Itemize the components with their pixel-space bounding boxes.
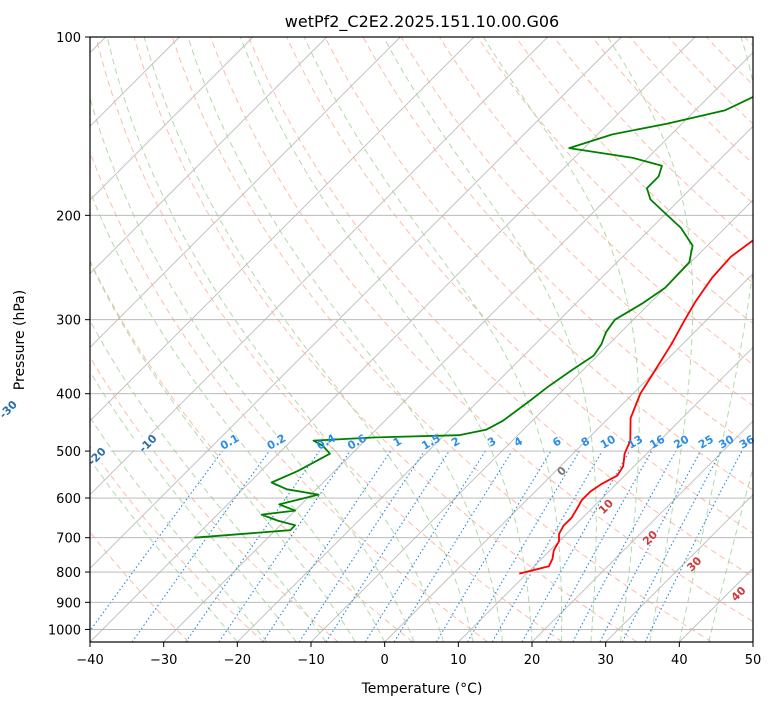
dry-adiabat-line	[133, 37, 638, 642]
moist-adiabat-line	[187, 37, 503, 642]
isotherm-line	[90, 37, 548, 496]
moist-adiabat-line	[678, 37, 753, 642]
x-axis-label: Temperature (°C)	[361, 681, 483, 697]
dry-adiabat-label: -30	[0, 398, 20, 421]
dry-adiabat-line	[324, 37, 753, 491]
dry-adiabat-line	[90, 259, 414, 642]
isotherm-line	[90, 37, 327, 275]
dry-adiabat-line	[477, 37, 753, 325]
dry-adiabat-line	[629, 37, 753, 165]
x-tick-label: 40	[671, 653, 688, 668]
y-axis: 100 200 300 400 500 600 700 800 900 1000	[48, 31, 90, 638]
mixing-ratio-line	[545, 450, 653, 642]
y-tick-label: 1000	[48, 623, 81, 638]
dry-adiabat-line	[171, 37, 712, 642]
x-tick-label: −20	[224, 653, 251, 668]
isotherm-line	[90, 37, 696, 642]
mixing-ratio-line	[185, 450, 320, 642]
isotherm-line	[90, 37, 475, 422]
mixing-ratio-line	[393, 450, 513, 642]
moist-adiabat-line	[482, 37, 640, 642]
y-tick-label: 400	[56, 388, 81, 403]
y-tick-label: 300	[56, 314, 81, 329]
moist-adiabat-line	[303, 37, 563, 642]
temperature-profile	[519, 239, 753, 575]
dry-adiabat-line	[591, 37, 753, 204]
dry-adiabat-lines	[90, 37, 753, 642]
moist-adiabat-line	[90, 370, 297, 642]
mixing-ratio-line	[325, 450, 450, 642]
chart-title: wetPf2_C2E2.2025.151.10.00.G06	[285, 12, 559, 32]
x-tick-label: −10	[297, 653, 324, 668]
moist-adiabat-line	[106, 37, 445, 642]
mixing-ratio-line	[467, 450, 580, 642]
x-axis: −40 −30 −20 −10 0 10 20 30 40 50	[76, 642, 761, 668]
isotherm-line	[90, 37, 622, 569]
dry-adiabat-label-bg	[133, 436, 162, 451]
y-axis-label: Pressure (hPa)	[12, 290, 28, 390]
y-tick-label: 500	[56, 445, 81, 460]
dry-adiabat-line	[362, 37, 753, 449]
x-tick-label: −30	[150, 653, 177, 668]
plot-background	[90, 37, 753, 642]
x-tick-label: 30	[597, 653, 614, 668]
mixing-ratio-line	[90, 450, 223, 632]
x-tick-label: 0	[381, 653, 389, 668]
isotherm-line	[90, 37, 401, 348]
isotherm-line	[605, 494, 753, 642]
dry-adiabat-line	[515, 37, 753, 284]
y-tick-label: 200	[56, 209, 81, 224]
mixing-ratio-line	[364, 450, 486, 642]
isotherm-line	[752, 641, 753, 642]
y-tick-label: 800	[56, 566, 81, 581]
x-tick-label: −40	[76, 653, 103, 668]
y-tick-label: 700	[56, 532, 81, 547]
dry-adiabat-line	[95, 37, 563, 642]
dry-adiabat-label-bg	[0, 402, 22, 417]
isotherm-line	[384, 273, 753, 642]
x-tick-label: 20	[524, 653, 541, 668]
moist-adiabat-line	[607, 37, 694, 642]
moist-adiabat-line	[90, 96, 415, 642]
mixing-ratio-line	[435, 450, 552, 642]
y-tick-label: 600	[56, 492, 81, 507]
y-tick-label: 900	[56, 596, 81, 611]
moist-adiabat-line	[90, 416, 268, 642]
mixing-ratio-lines	[90, 450, 743, 642]
dry-adiabat-line	[400, 37, 753, 407]
dry-adiabat-line	[248, 37, 753, 578]
moist-adiabat-line	[90, 260, 356, 642]
moist-adiabat-line	[143, 37, 474, 642]
x-tick-label: 50	[745, 653, 762, 668]
isotherm-line	[90, 37, 254, 201]
dry-adiabat-line	[90, 445, 264, 642]
mixing-ratio-line	[218, 450, 351, 642]
mixing-ratio-line	[491, 450, 603, 642]
isotherm-line	[531, 420, 753, 642]
isotherm-lines	[90, 37, 753, 642]
moist-adiabat-line	[90, 458, 238, 642]
y-tick-label: 100	[56, 31, 81, 46]
moist-adiabat-line	[708, 466, 753, 642]
mixing-ratio-line	[572, 450, 677, 642]
mixing-ratio-line	[131, 450, 270, 642]
moist-adiabat-line	[239, 37, 533, 642]
dry-adiabat-line	[210, 37, 753, 623]
moist-adiabat-lines	[90, 37, 753, 642]
sounding-profiles	[194, 96, 753, 575]
mixing-ratio-line	[521, 450, 630, 642]
moist-adiabat-line	[90, 189, 386, 642]
dewpoint-profile	[194, 96, 753, 539]
moist-adiabat-line	[90, 319, 327, 642]
isotherm-line	[163, 52, 753, 642]
x-tick-label: 10	[450, 653, 467, 668]
isotherm-line	[237, 125, 753, 642]
plot-frame	[89, 36, 754, 643]
